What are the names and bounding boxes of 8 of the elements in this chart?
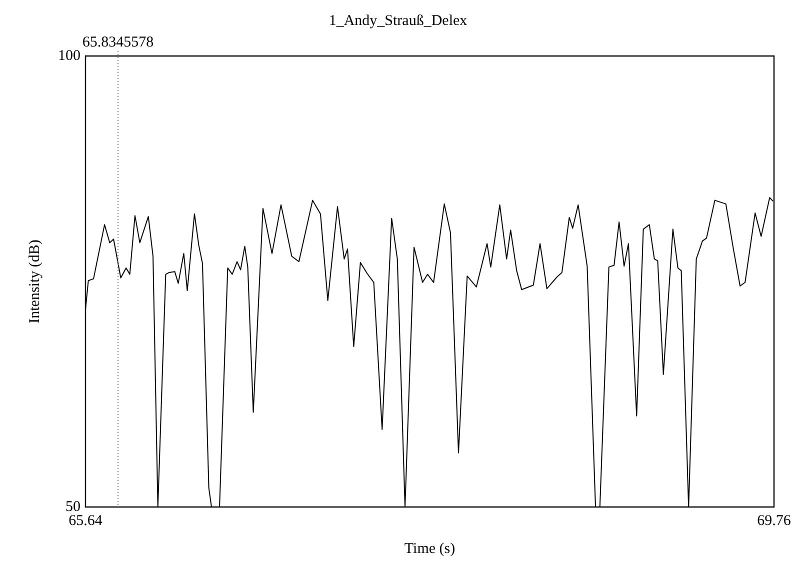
x-tick-label: 69.76 bbox=[757, 512, 792, 529]
x-axis-title: Time (s) bbox=[404, 540, 456, 557]
x-tick-label: 65.64 bbox=[68, 512, 103, 529]
y-tick-label: 50 bbox=[66, 498, 80, 515]
ref-line-label: 65.8345578 bbox=[82, 34, 154, 50]
y-axis-title: Intensity (dB) bbox=[26, 240, 43, 324]
chart-title: 1_Andy_Strauß_Delex bbox=[328, 12, 468, 29]
y-tick-label: 100 bbox=[58, 48, 80, 64]
